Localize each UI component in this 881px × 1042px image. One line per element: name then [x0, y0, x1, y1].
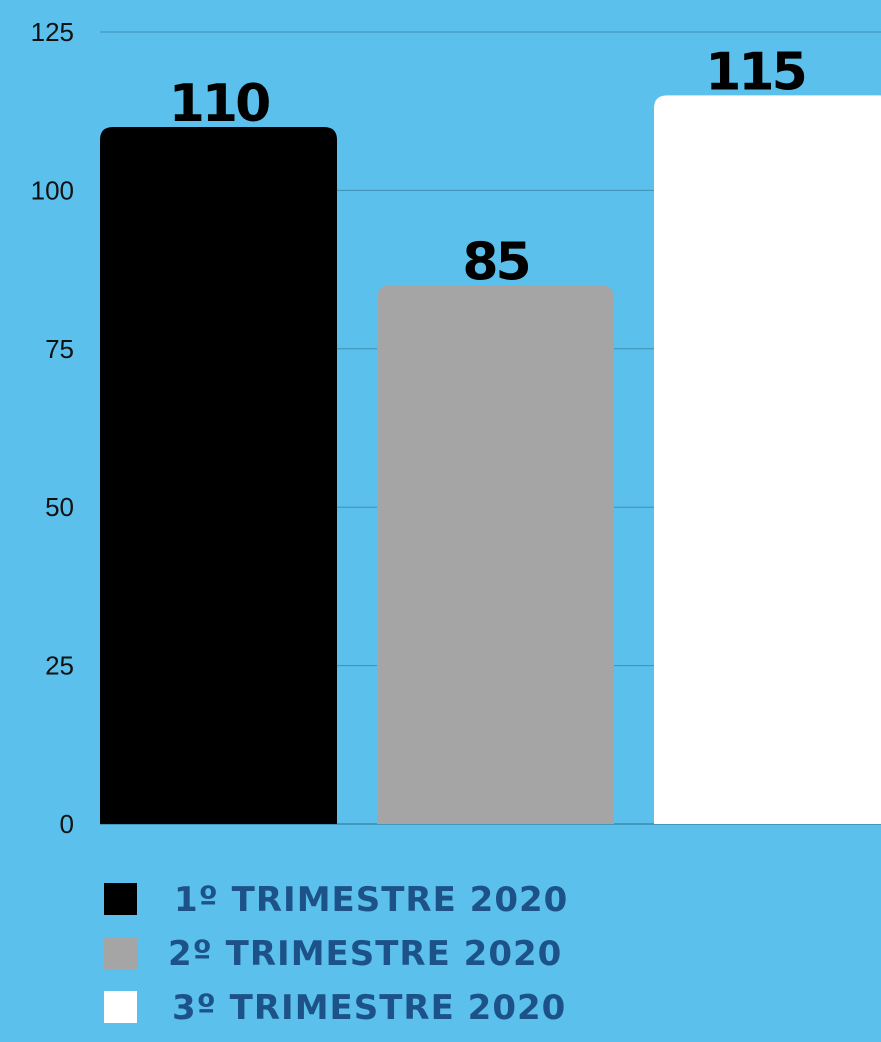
y-tick-label-75: 75 — [45, 334, 74, 364]
legend-label-3: 3º TRIMESTRE 2020 — [172, 988, 567, 1028]
data-label-1: 110 — [169, 74, 269, 134]
data-labels: 110 85 115 — [169, 42, 808, 292]
legend-swatch-2 — [104, 937, 137, 969]
data-label-3: 115 — [705, 42, 805, 102]
bar-chart: 0 25 50 75 100 125 110 85 115 — [31, 17, 881, 839]
legend-swatch-3 — [104, 991, 137, 1023]
bar-3 — [654, 95, 881, 824]
y-axis: 0 25 50 75 100 125 — [31, 17, 74, 839]
bar-2 — [377, 285, 614, 824]
legend-swatch-1 — [104, 883, 137, 915]
y-tick-label-100: 100 — [31, 175, 74, 205]
legend-label-2: 2º TRIMESTRE 2020 — [168, 934, 563, 974]
bars — [100, 95, 881, 825]
y-tick-label-125: 125 — [31, 17, 74, 47]
legend-label-1: 1º TRIMESTRE 2020 — [174, 880, 569, 920]
data-label-2: 85 — [462, 232, 528, 292]
y-tick-label-0: 0 — [60, 809, 74, 839]
y-tick-label-50: 50 — [45, 492, 74, 522]
y-tick-label-25: 25 — [45, 651, 74, 681]
bar-1 — [100, 127, 337, 825]
